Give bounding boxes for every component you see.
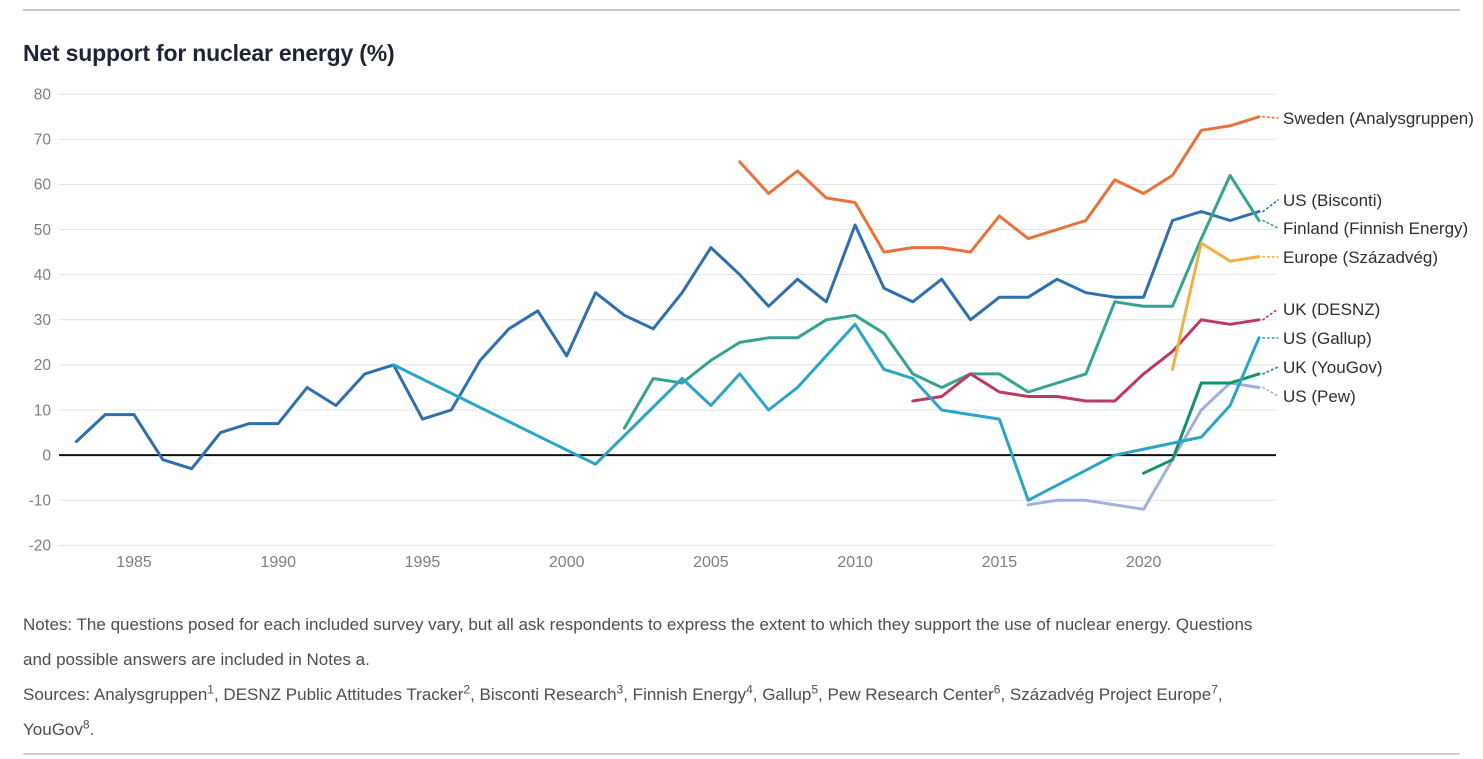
series-line-sweden-analysgruppen [738,115,1261,254]
y-tick-label-80: 80 [34,86,52,103]
y-tick-label-50: 50 [34,222,52,239]
series-connector-uk-yougov [1262,366,1279,375]
sources-line-2: YouGov8. [23,717,95,739]
series-line-uk-desnz [911,318,1261,403]
x-tick-label-2015: 2015 [982,554,1018,571]
series-connector-us-bisconti [1262,199,1279,213]
x-tick-label-2000: 2000 [549,554,585,571]
x-tick-label-1990: 1990 [260,554,296,571]
series-label-us-gallup: US (Gallup) [1283,329,1372,348]
series-line-us-bisconti [74,210,1261,471]
y-tick-label-20: 20 [34,357,52,374]
x-tick-label-2010: 2010 [837,554,873,571]
series-connector-us-pew [1262,386,1279,397]
series-connector-sweden-analysgruppen [1262,115,1279,119]
y-tick-label-40: 40 [34,267,52,284]
series-line-us-gallup [392,322,1261,502]
y-tick-label-30: 30 [34,312,52,329]
series-label-europe-szazadveg: Europe (Századvég) [1283,248,1438,267]
series-connector-finland-finnish-energy [1262,219,1279,229]
series-line-europe-szazadveg [1171,241,1261,371]
series-connector-uk-desnz [1262,308,1279,321]
x-tick-label-2020: 2020 [1126,554,1162,571]
top-divider [23,9,1460,11]
sources-line-1: Sources: Analysgruppen1, DESNZ Public At… [23,682,1223,704]
series-line-us-pew [1026,381,1261,511]
series-line-finland-finnish-energy [622,173,1261,430]
chart-title: Net support for nuclear energy (%) [23,40,395,67]
chart-notes: Notes: The questions posed for each incl… [23,607,1473,747]
series-label-finland-finnish-energy: Finland (Finnish Energy) [1283,219,1468,238]
bottom-divider [23,753,1460,755]
series-label-uk-yougov: UK (YouGov) [1283,358,1383,377]
notes-line-1: Notes: The questions posed for each incl… [23,615,1253,634]
series-label-sweden-analysgruppen: Sweden (Analysgruppen) [1283,109,1474,128]
y-tick-label-0: 0 [42,447,51,464]
series-label-us-pew: US (Pew) [1283,387,1356,406]
y-tick-label-60: 60 [34,177,52,194]
series-label-us-bisconti: US (Bisconti) [1283,191,1382,210]
x-tick-label-2005: 2005 [693,554,729,571]
y-tick-label--10: -10 [29,493,52,510]
y-tick-label-70: 70 [34,132,52,149]
x-tick-label-1995: 1995 [405,554,441,571]
y-tick-label--20: -20 [29,538,52,555]
series-label-uk-desnz: UK (DESNZ) [1283,300,1380,319]
y-tick-label-10: 10 [34,402,52,419]
series-line-uk-yougov [1142,372,1261,475]
notes-line-2: and possible answers are included in Not… [23,650,370,669]
x-tick-label-1985: 1985 [116,554,152,571]
